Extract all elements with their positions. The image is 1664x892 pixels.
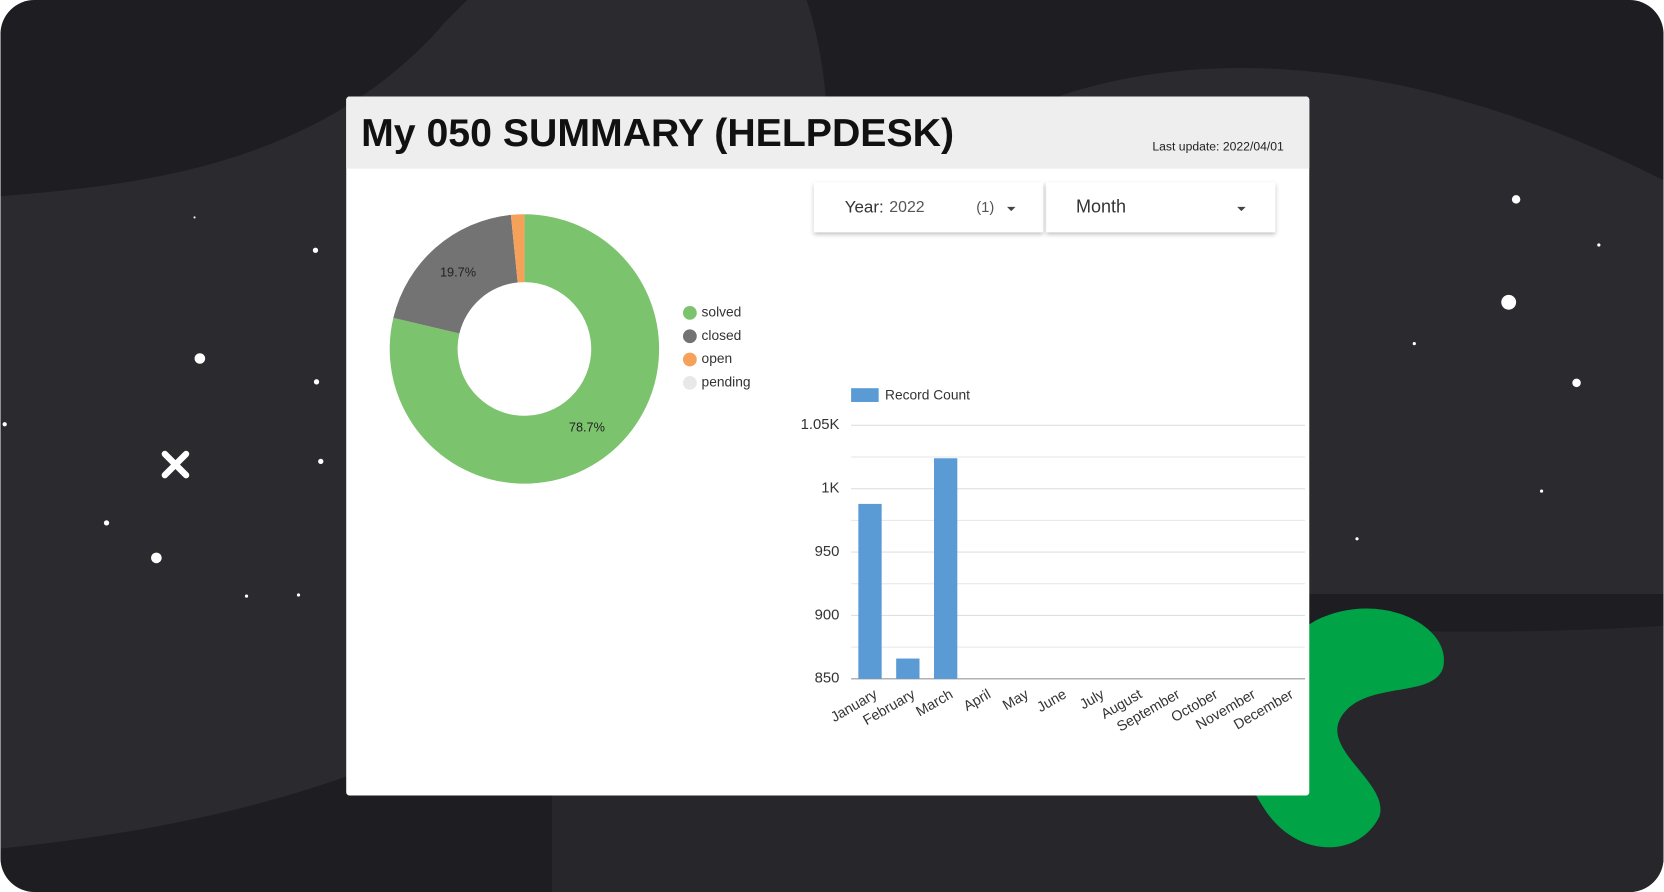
slice-label: 19.7% [440,265,476,280]
legend-swatch [682,305,697,320]
last-update: Last update: 2022/04/01 [1152,140,1284,154]
legend-label: open [702,351,733,366]
report-title: My 050 SUMMARY (HELPDESK) [361,111,954,155]
dropdown-arrow[interactable] [1237,206,1246,212]
legend-swatch [682,352,697,367]
charts: 78.7% solved 19.7% closed open pending 850 900 9… [389,214,1306,735]
dropdown-arrow[interactable] [1007,206,1016,212]
year-label: Year: [845,197,884,216]
year-value: 2022 [889,199,925,216]
bar [933,458,958,679]
legend-swatch [682,375,697,390]
y-tick-label: 1K [821,481,839,497]
legend-label: solved [702,305,742,320]
legend-swatch [851,388,879,402]
legend-label: closed [702,328,742,343]
year-count: (1) [976,200,994,216]
slice-label: 78.7% [569,419,605,434]
legend-swatch [682,329,697,344]
bar [858,503,882,679]
y-tick-label: 1.05K [801,417,840,433]
month-label: Month [1076,197,1126,217]
month-filter[interactable] [1046,182,1276,233]
legend-label: pending [702,375,751,390]
donut-slice [510,214,525,283]
donut-slice [393,214,518,334]
donut-slice [389,214,660,484]
y-tick-label: 850 [815,671,840,687]
legend-label: Record Count [885,387,970,402]
y-tick-label: 900 [815,607,840,623]
y-tick-label: 950 [815,544,840,560]
bar [896,658,920,679]
year-filter[interactable] [813,182,1044,233]
